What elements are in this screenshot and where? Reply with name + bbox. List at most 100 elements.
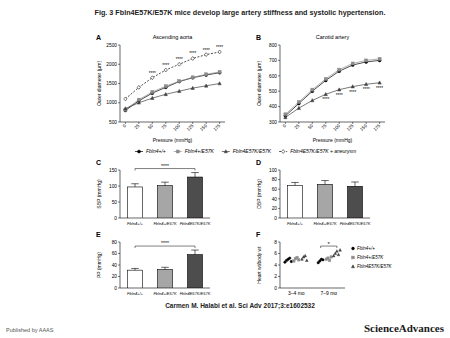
logo: ScienceAdvances — [364, 322, 445, 334]
data-point — [297, 100, 300, 103]
series-line — [125, 52, 219, 99]
plot-area — [128, 250, 203, 288]
x-axis — [120, 122, 225, 123]
data-point — [311, 99, 314, 102]
error-bar — [191, 250, 199, 255]
y-tick — [278, 170, 280, 171]
error-stem — [165, 182, 166, 186]
data-point — [151, 76, 154, 80]
data-point — [124, 107, 127, 110]
x-tick-label: 75 — [320, 123, 327, 130]
series-line — [285, 59, 379, 114]
data-point — [297, 106, 300, 109]
panel-letter: A — [96, 34, 101, 41]
bar — [348, 186, 363, 218]
x-tick — [206, 122, 207, 124]
error-cap — [291, 182, 299, 183]
y-tick-label: 1500 — [106, 81, 117, 86]
panel-letter: D — [256, 159, 261, 166]
error-cap — [321, 180, 329, 181]
y-tick — [278, 75, 280, 76]
bar — [288, 185, 303, 218]
y-tick — [278, 253, 280, 254]
y-tick — [118, 45, 120, 46]
x-tick-label: Fbln4+/E57K — [313, 221, 337, 226]
y-tick-label: 700 — [269, 58, 277, 63]
bar — [188, 177, 203, 218]
data-point — [191, 57, 194, 61]
data-point — [205, 53, 208, 57]
series-line — [285, 83, 379, 118]
data-point — [284, 116, 287, 119]
significance: **** — [216, 45, 223, 50]
y-tick — [118, 218, 120, 219]
data-point — [296, 256, 298, 258]
data-point — [191, 86, 194, 89]
y-tick — [278, 198, 280, 199]
significance: **** — [376, 86, 383, 91]
significance: **** — [349, 90, 356, 95]
panel-letter: B — [256, 34, 261, 41]
y-tick-label: 0 — [274, 286, 277, 291]
error-stem — [295, 182, 296, 185]
legend-marker — [224, 150, 227, 153]
significance: **** — [363, 87, 370, 92]
error-cap — [131, 268, 139, 269]
significance: **** — [189, 51, 196, 56]
y-tick — [278, 288, 280, 289]
legend-label: Fbln4+/+ — [357, 246, 375, 251]
error-bar — [161, 182, 169, 186]
data-point — [327, 257, 329, 259]
data-point — [337, 253, 340, 256]
bar — [318, 184, 333, 218]
y-tick-label: 4 — [274, 263, 277, 268]
y-axis — [280, 170, 281, 218]
bar — [128, 187, 143, 218]
data-point — [324, 77, 327, 80]
error-stem — [135, 184, 136, 187]
x-tick-label: 125 — [346, 123, 355, 132]
x-tick — [125, 122, 126, 124]
error-stem — [195, 250, 196, 255]
error-bar — [191, 173, 199, 177]
data-point — [124, 97, 127, 101]
error-stem — [325, 181, 326, 185]
data-point — [311, 88, 314, 91]
bar — [188, 255, 203, 288]
data-point — [322, 259, 324, 261]
significance: **** — [322, 97, 329, 102]
legend-marker — [352, 256, 355, 259]
data-point — [338, 88, 341, 91]
legend-marker — [351, 265, 354, 268]
series-line — [125, 73, 219, 111]
figure: Fig. 3 Fbln4E57K/E57K mice develop large… — [0, 0, 450, 338]
y-tick-label: 500 — [109, 120, 117, 125]
data-point — [164, 92, 167, 95]
y-tick — [278, 218, 280, 219]
data-point — [178, 80, 181, 83]
x-tick — [165, 122, 166, 124]
y-tick-label: 150 — [109, 168, 117, 173]
x-axis-label: Pressure (mmHg) — [153, 137, 193, 143]
legend-label: Fbln4E57K/E57K + aneurysm — [290, 148, 356, 154]
x-tick-label: 25 — [293, 123, 300, 130]
x-tick — [152, 122, 153, 124]
y-tick — [118, 242, 120, 243]
x-tick-label: 3–4 mo — [288, 290, 305, 296]
y-tick-label: 100 — [109, 184, 117, 189]
y-tick-label: 1000 — [106, 100, 117, 105]
y-axis-label: Heart wt/body wt — [256, 246, 262, 284]
data-point — [328, 259, 330, 261]
legend-label: Fbln4E57K/E57K — [357, 264, 393, 269]
error-bar — [131, 268, 139, 270]
x-tick — [312, 122, 313, 124]
x-axis — [280, 288, 345, 289]
data-point — [289, 257, 291, 259]
y-tick — [278, 45, 280, 46]
data-point — [137, 85, 140, 89]
legend-label: Fbln4+/E57K — [185, 148, 215, 154]
plot-area — [288, 181, 363, 218]
x-tick-label: 0 — [122, 123, 128, 129]
y-tick — [118, 253, 120, 254]
data-point — [151, 90, 154, 93]
